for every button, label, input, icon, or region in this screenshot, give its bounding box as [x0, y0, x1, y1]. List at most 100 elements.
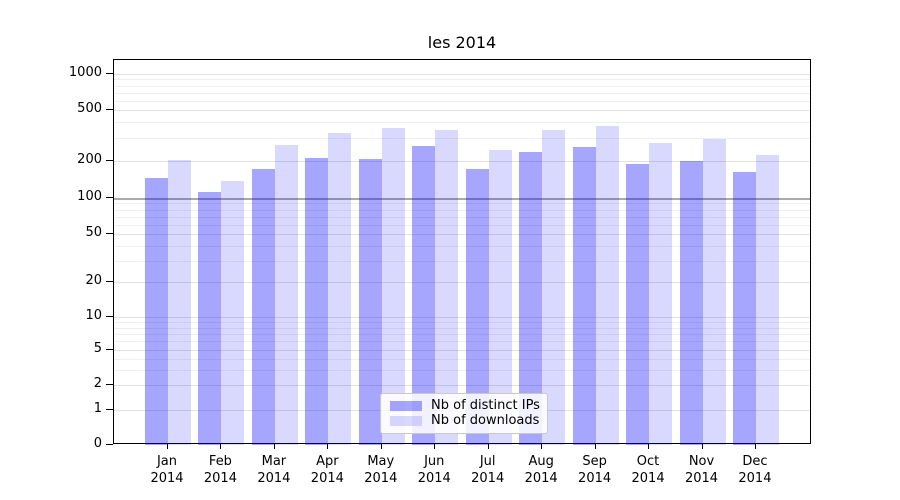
minor-gridline: [114, 341, 810, 343]
x-tick-month: Jun: [424, 454, 445, 469]
x-tick-month: Mar: [261, 454, 287, 469]
bar-distinct-ips-may: [358, 159, 382, 445]
plot-area: [113, 59, 811, 445]
x-tick-label-nov: Nov 2014: [670, 453, 734, 487]
bar-distinct-ips-aug: [519, 152, 543, 445]
x-tick-mark: [380, 444, 382, 449]
x-tick-year: 2014: [738, 471, 772, 486]
minor-gridline: [114, 224, 810, 226]
x-tick-month: Oct: [636, 454, 660, 469]
y-tick-label: 1000: [68, 65, 102, 80]
minor-gridline: [114, 79, 810, 81]
bar-downloads-sep: [595, 126, 619, 445]
y-tick-label: 100: [77, 189, 102, 204]
legend-label-downloads: Nb of downloads: [431, 413, 540, 428]
legend-entry-downloads: Nb of downloads: [390, 413, 540, 428]
major-gridline: [114, 234, 810, 235]
major-gridline: [114, 350, 810, 351]
x-tick-mark: [327, 444, 329, 449]
bar-distinct-ips-jul: [465, 169, 489, 445]
x-tick-mark: [648, 444, 650, 449]
y-tick-mark: [106, 160, 113, 161]
minor-gridline: [114, 209, 810, 211]
x-tick-mark: [487, 444, 489, 449]
x-tick-year: 2014: [203, 471, 237, 486]
bar-distinct-ips-sep: [572, 147, 596, 445]
minor-gridline: [114, 203, 810, 205]
minor-gridline: [114, 216, 810, 218]
y-tick-mark: [106, 109, 113, 110]
x-tick-label-oct: Oct 2014: [616, 453, 680, 487]
minor-gridline: [114, 260, 810, 262]
y-tick-mark: [106, 316, 113, 317]
bar-downloads-mar: [274, 144, 298, 445]
y-tick-label: 0: [93, 436, 102, 451]
x-tick-label-jul: Jul 2014: [456, 453, 520, 487]
legend-label-distinct-ips: Nb of distinct IPs: [431, 398, 540, 413]
x-tick-year: 2014: [524, 471, 558, 486]
minor-gridline: [114, 333, 810, 335]
x-tick-year: 2014: [684, 471, 719, 486]
bars-layer: [114, 60, 810, 445]
bar-distinct-ips-jun: [412, 145, 436, 445]
x-tick-mark: [541, 444, 543, 449]
minor-gridline: [114, 92, 810, 94]
major-gridline: [114, 317, 810, 318]
bar-downloads-apr: [328, 133, 352, 445]
y-tick-label: 10: [85, 308, 102, 323]
x-tick-year: 2014: [631, 471, 665, 486]
x-tick-year: 2014: [471, 471, 505, 486]
x-tick-label-jan: Jan 2014: [135, 453, 199, 487]
bar-downloads-jun: [435, 130, 459, 445]
x-tick-label-aug: Aug 2014: [509, 453, 573, 487]
x-tick-year: 2014: [310, 471, 344, 486]
y-tick-mark: [106, 384, 113, 385]
y-tick-mark: [106, 197, 113, 198]
minor-gridline: [114, 358, 810, 360]
legend-entry-distinct-ips: Nb of distinct IPs: [390, 398, 540, 413]
minor-gridline: [114, 85, 810, 87]
bar-downloads-aug: [542, 130, 566, 445]
x-tick-month: Jan: [156, 454, 178, 469]
minor-gridline: [114, 245, 810, 247]
x-tick-month: Nov: [688, 454, 715, 469]
bar-distinct-ips-dec: [732, 171, 756, 445]
x-tick-mark: [167, 444, 168, 449]
x-tick-label-feb: Feb 2014: [188, 453, 252, 487]
minor-gridline: [114, 138, 810, 140]
x-tick-month: Apr: [316, 454, 339, 469]
minor-gridline: [114, 327, 810, 329]
major-gridline: [114, 161, 810, 162]
x-tick-label-mar: Mar 2014: [242, 453, 306, 487]
legend-swatch-distinct-ips: [390, 401, 422, 411]
reference-line-100: [114, 198, 810, 200]
bar-downloads-feb: [221, 181, 245, 445]
x-tick-label-dec: Dec 2014: [723, 453, 787, 487]
bar-downloads-dec: [755, 155, 779, 445]
x-tick-month: Dec: [742, 454, 768, 469]
x-tick-year: 2014: [150, 471, 184, 486]
bar-distinct-ips-apr: [305, 158, 329, 445]
x-tick-mark: [701, 444, 703, 449]
y-tick-mark: [106, 73, 113, 74]
bar-distinct-ips-mar: [251, 169, 275, 445]
x-tick-label-may: May 2014: [349, 453, 413, 487]
y-tick-label: 2: [93, 376, 102, 391]
major-gridline: [114, 74, 810, 75]
y-tick-mark: [106, 281, 113, 282]
y-tick-mark: [106, 349, 113, 350]
x-tick-month: Jul: [479, 454, 496, 469]
minor-gridline: [114, 100, 810, 102]
bar-downloads-jan: [168, 160, 191, 445]
legend-swatch-downloads: [390, 416, 422, 426]
y-tick-mark: [106, 409, 113, 410]
y-tick-label: 20: [85, 273, 102, 288]
minor-gridline: [114, 122, 810, 124]
x-tick-year: 2014: [364, 471, 398, 486]
major-gridline: [114, 385, 810, 386]
x-tick-mark: [273, 444, 275, 449]
bar-distinct-ips-oct: [626, 163, 650, 445]
bar-distinct-ips-nov: [679, 160, 703, 445]
legend: Nb of distinct IPs Nb of downloads: [380, 393, 548, 434]
